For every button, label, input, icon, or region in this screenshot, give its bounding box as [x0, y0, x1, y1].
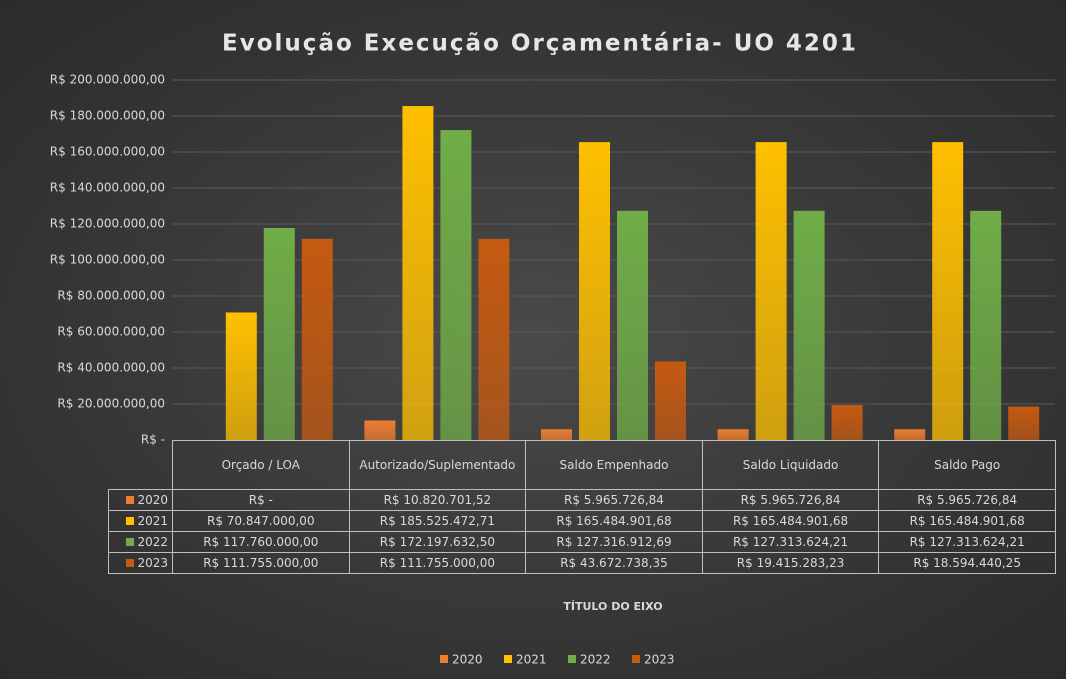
- data-label: R$ 165.484.901,68: [525, 510, 703, 532]
- data-label: R$ 111.755.000,00: [172, 552, 350, 574]
- data-label: R$ 5.965.726,84: [701, 489, 880, 511]
- data-label: R$ 127.313.624,21: [701, 531, 880, 553]
- table-row: 2023 R$ 111.755.000,00 R$ 111.755.000,00 R$…: [108, 552, 1056, 574]
- data-label: R$ 127.313.624,21: [878, 531, 1056, 553]
- bar: [225, 312, 257, 440]
- bar: [831, 405, 863, 440]
- bar: [263, 228, 295, 440]
- legend-swatch: [632, 655, 640, 663]
- bar: [1008, 406, 1040, 440]
- legend-key-name: 2020: [137, 493, 168, 507]
- row-label: 2020: [108, 489, 173, 511]
- legend-label: 2021: [516, 653, 547, 667]
- data-label: R$ 70.847.000,00: [172, 510, 350, 532]
- data-label: R$ 10.820.701,52: [348, 489, 527, 511]
- y-tick-label: R$ 140.000.000,00: [50, 181, 165, 195]
- data-label: R$ 5.965.726,84: [878, 489, 1056, 511]
- y-tick-label: R$ 40.000.000,00: [57, 361, 165, 375]
- bar: [793, 210, 825, 440]
- legend-key-name: 2023: [137, 556, 168, 570]
- header-row: Orçado / LOA Autorizado/Suplementado Saldo…: [108, 440, 1056, 490]
- x-tick-label: Saldo Liquidado: [701, 440, 880, 490]
- legend-label: 2022: [580, 653, 611, 667]
- row-label: 2023: [108, 552, 173, 574]
- chart-title: Evolução Execução Orçamentária- UO 4201: [222, 31, 858, 57]
- y-tick-label: R$ 160.000.000,00: [50, 145, 165, 159]
- legend-swatch: [568, 655, 576, 663]
- row-label: 2022: [108, 531, 173, 553]
- y-tick-label: R$ 100.000.000,00: [50, 253, 165, 267]
- swatch: [126, 559, 135, 567]
- x-tick-label: Saldo Empenhado: [525, 440, 703, 490]
- legend-swatch: [440, 655, 448, 663]
- y-tick-label: R$ 200.000.000,00: [50, 73, 165, 87]
- table-row: 2021 R$ 70.847.000,00 R$ 185.525.472,71 R$ …: [108, 510, 1056, 532]
- data-label: R$ 165.484.901,68: [878, 510, 1056, 532]
- data-table: Orçado / LOA Autorizado/Suplementado Saldo…: [108, 440, 1056, 574]
- swatch: [126, 496, 135, 504]
- bar: [478, 238, 510, 440]
- y-tick-label: R$ 80.000.000,00: [57, 289, 165, 303]
- data-label: R$ 18.594.440,25: [878, 552, 1056, 574]
- data-label: R$ 5.965.726,84: [525, 489, 703, 511]
- bar: [617, 210, 648, 440]
- bar: [440, 130, 472, 441]
- y-tick-label: R$ 180.000.000,00: [50, 109, 165, 123]
- legend-key-name: 2022: [137, 535, 168, 549]
- bar: [755, 142, 787, 440]
- x-tick-label: Autorizado/Suplementado: [348, 440, 527, 490]
- corner: [108, 440, 173, 490]
- y-tick-label: R$ 120.000.000,00: [50, 217, 165, 231]
- row-label: 2021: [108, 510, 173, 532]
- bar: [932, 142, 964, 440]
- y-tick-label: R$ 20.000.000,00: [57, 397, 165, 411]
- x-tick-label: Saldo Pago: [878, 440, 1056, 490]
- x-tick-label: Orçado / LOA: [172, 440, 350, 490]
- y-tick-label: R$ 60.000.000,00: [57, 325, 165, 339]
- bar: [364, 420, 396, 440]
- data-label: R$ 117.760.000,00: [172, 531, 350, 553]
- bar: [301, 238, 333, 440]
- data-label: R$ 127.316.912,69: [525, 531, 703, 553]
- data-label: R$ 111.755.000,00: [348, 552, 527, 574]
- bar: [717, 429, 749, 440]
- swatch: [126, 538, 135, 546]
- legend-label: 2020: [452, 653, 483, 667]
- bar: [970, 210, 1002, 440]
- swatch: [126, 517, 135, 525]
- bar: [579, 142, 610, 440]
- legend-label: 2023: [644, 653, 675, 667]
- data-label: R$ 43.672.738,35: [525, 552, 703, 574]
- data-label: R$ 185.525.472,71: [348, 510, 527, 532]
- bar: [541, 429, 572, 440]
- data-label: R$ -: [172, 489, 350, 511]
- bar: [894, 429, 926, 440]
- data-label: R$ 165.484.901,68: [701, 510, 880, 532]
- table-row: 2022 R$ 117.760.000,00 R$ 172.197.632,50 R$…: [108, 531, 1056, 553]
- data-label: R$ 172.197.632,50: [348, 531, 527, 553]
- legend-swatch: [504, 655, 512, 663]
- data-label: R$ 19.415.283,23: [701, 552, 880, 574]
- x-axis-label: TÍTULO DO EIXO: [563, 600, 662, 613]
- table-row: 2020 R$ - R$ 10.820.701,52 R$ 5.965.726,84 R…: [108, 489, 1056, 511]
- legend-key-name: 2021: [137, 514, 168, 528]
- bar: [655, 361, 686, 440]
- bar: [402, 106, 434, 441]
